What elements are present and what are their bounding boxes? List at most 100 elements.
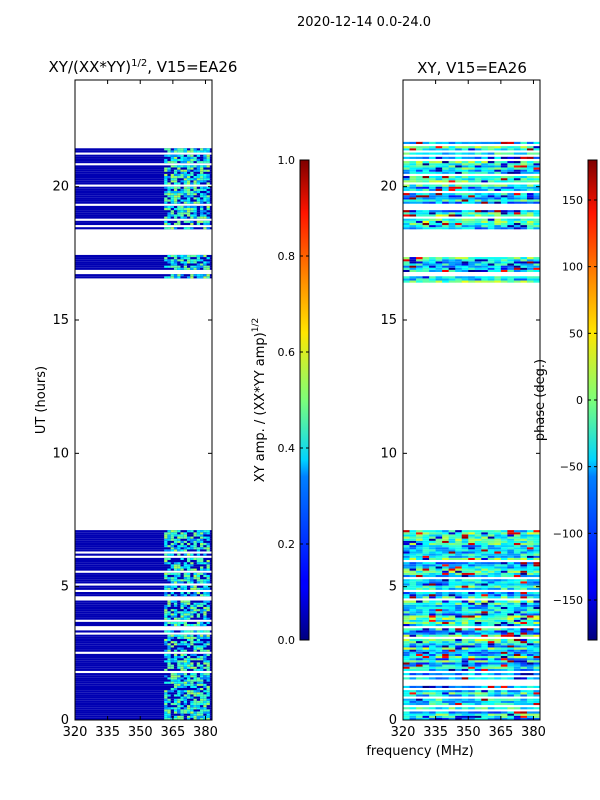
heatmap-cell xyxy=(488,581,495,583)
heatmap-cell xyxy=(177,268,180,270)
heatmap-cell xyxy=(203,554,206,556)
heatmap-cell xyxy=(475,541,482,543)
heatmap-cell xyxy=(501,202,508,204)
heatmap-cell xyxy=(436,549,443,551)
heatmap-cell xyxy=(442,554,449,556)
heatmap-cell xyxy=(187,665,190,667)
heatmap-cell xyxy=(520,662,527,664)
colorbar-tick-label: −150 xyxy=(553,594,583,607)
heatmap-cell xyxy=(436,624,443,626)
heatmap-cell xyxy=(184,690,187,692)
heatmap-cell xyxy=(514,650,521,652)
heatmap-cell xyxy=(436,656,443,658)
heatmap-cell xyxy=(507,714,514,716)
heatmap-cell xyxy=(514,534,521,536)
heatmap-cell xyxy=(164,611,167,613)
heatmap-cell xyxy=(203,703,206,705)
heatmap-cell xyxy=(527,677,534,679)
heatmap-cell xyxy=(194,703,197,705)
heatmap-cell xyxy=(436,185,443,187)
heatmap-cell xyxy=(462,639,469,641)
heatmap-cell xyxy=(194,699,197,701)
heatmap-cell xyxy=(494,596,501,598)
heatmap-cell xyxy=(423,579,430,581)
heatmap-cell xyxy=(197,641,200,643)
heatmap-cell xyxy=(520,556,527,558)
heatmap-cell xyxy=(429,549,436,551)
heatmap-cell xyxy=(481,594,488,596)
heatmap-cell xyxy=(403,276,410,278)
heatmap-row xyxy=(75,601,212,603)
heatmap-cell xyxy=(475,579,482,581)
heatmap-cell xyxy=(174,677,177,679)
heatmap-cell xyxy=(416,647,423,649)
heatmap-cell xyxy=(449,677,456,679)
heatmap-cell xyxy=(197,189,200,191)
heatmap-cell xyxy=(449,596,456,598)
heatmap-cell xyxy=(514,219,521,221)
heatmap-cell xyxy=(190,579,193,581)
heatmap-cell xyxy=(449,611,456,613)
heatmap-cell xyxy=(403,594,410,596)
heatmap-cell xyxy=(184,554,187,556)
heatmap-cell xyxy=(184,182,187,184)
heatmap-cell xyxy=(455,270,462,272)
heatmap-cell xyxy=(507,148,514,150)
heatmap-cell xyxy=(207,667,210,669)
heatmap-cell xyxy=(468,263,475,265)
heatmap-cell xyxy=(527,611,534,613)
heatmap-cell xyxy=(501,549,508,551)
heatmap-cell xyxy=(167,647,170,649)
heatmap-cell xyxy=(184,684,187,686)
heatmap-cell xyxy=(177,167,180,169)
heatmap-cell xyxy=(442,601,449,603)
heatmap-cell xyxy=(442,148,449,150)
heatmap-cell xyxy=(442,673,449,675)
heatmap-cell xyxy=(449,714,456,716)
heatmap-cell xyxy=(177,662,180,664)
heatmap-cell xyxy=(475,630,482,632)
heatmap-cell xyxy=(184,202,187,204)
heatmap-cell xyxy=(462,586,469,588)
heatmap-cell xyxy=(533,714,540,716)
heatmap-cell xyxy=(442,558,449,560)
heatmap-cell xyxy=(187,611,190,613)
heatmap-cell xyxy=(403,225,410,227)
heatmap-cell xyxy=(481,210,488,212)
heatmap-cell xyxy=(200,667,203,669)
heatmap-cell xyxy=(171,187,174,189)
heatmap-cell xyxy=(416,579,423,581)
heatmap-cell xyxy=(177,579,180,581)
heatmap-cell xyxy=(501,214,508,216)
heatmap-cell xyxy=(481,658,488,660)
heatmap-cell xyxy=(455,278,462,280)
heatmap-cell xyxy=(194,558,197,560)
heatmap-cell xyxy=(197,178,200,180)
heatmap-cell xyxy=(197,690,200,692)
heatmap-cell xyxy=(190,227,193,229)
heatmap-cell xyxy=(180,647,183,649)
heatmap-cell xyxy=(488,225,495,227)
heatmap-cell xyxy=(429,711,436,713)
heatmap-cell xyxy=(494,690,501,692)
heatmap-cell xyxy=(410,193,417,195)
heatmap-cell xyxy=(190,223,193,225)
heatmap-cell xyxy=(527,603,534,605)
heatmap-cell xyxy=(177,259,180,261)
heatmap-cell xyxy=(194,189,197,191)
heatmap-cell xyxy=(527,197,534,199)
heatmap-cell xyxy=(514,643,521,645)
heatmap-cell xyxy=(203,660,206,662)
heatmap-cell xyxy=(501,153,508,155)
heatmap-cell xyxy=(455,677,462,679)
heatmap-cell xyxy=(416,660,423,662)
heatmap-cell xyxy=(449,257,456,259)
heatmap-cell xyxy=(442,654,449,656)
heatmap-cell xyxy=(174,543,177,545)
heatmap-cell xyxy=(449,187,456,189)
heatmap-cell xyxy=(190,214,193,216)
heatmap-cell xyxy=(494,592,501,594)
heatmap-cell xyxy=(167,601,170,603)
heatmap-cell xyxy=(514,605,521,607)
heatmap-cell xyxy=(462,692,469,694)
